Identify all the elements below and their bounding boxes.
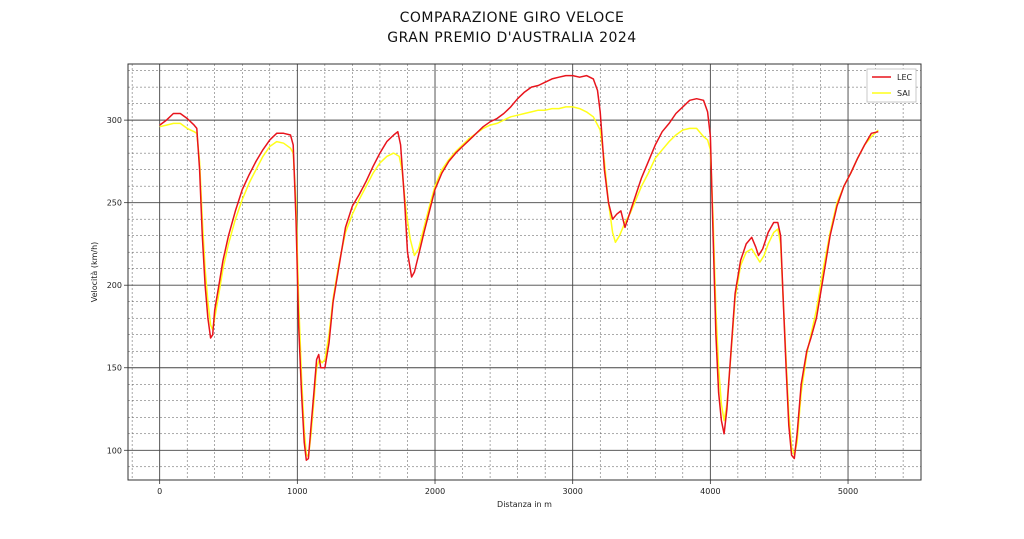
y-tick-label: 300 xyxy=(107,116,122,125)
y-tick-label: 150 xyxy=(107,364,122,373)
minor-gridlines xyxy=(128,64,921,480)
legend-label-sai: SAI xyxy=(897,89,910,98)
y-axis-label: Velocità (km/h) xyxy=(90,242,99,303)
plot-frame xyxy=(127,63,922,481)
x-tick-label: 3000 xyxy=(563,487,583,496)
legend-label-lec: LEC xyxy=(897,73,913,82)
x-tick-label: 0 xyxy=(157,487,162,496)
y-tick-label: 200 xyxy=(107,281,122,290)
x-tick-label: 5000 xyxy=(838,487,858,496)
chart-title-line-1: COMPARAZIONE GIRO VELOCE xyxy=(400,10,625,26)
series-layer xyxy=(159,74,879,461)
y-tick-label: 100 xyxy=(107,446,122,455)
x-tick-label: 1000 xyxy=(287,487,307,496)
y-tick-label: 250 xyxy=(107,199,122,208)
x-tick-label: 2000 xyxy=(425,487,445,496)
series-line-lec xyxy=(159,74,879,461)
major-gridlines xyxy=(128,64,921,480)
x-axis-label: Distanza in m xyxy=(497,500,552,509)
legend: LEC SAI xyxy=(866,68,917,103)
y-axis-ticks: 100 150 200 250 300 xyxy=(107,116,128,455)
x-tick-label: 4000 xyxy=(700,487,720,496)
chart-title-line-2: GRAN PREMIO D'AUSTRALIA 2024 xyxy=(387,30,636,46)
x-axis-ticks: 0 1000 2000 3000 4000 5000 xyxy=(157,480,858,496)
legend-box xyxy=(866,68,917,103)
series-line-sai xyxy=(159,106,879,458)
